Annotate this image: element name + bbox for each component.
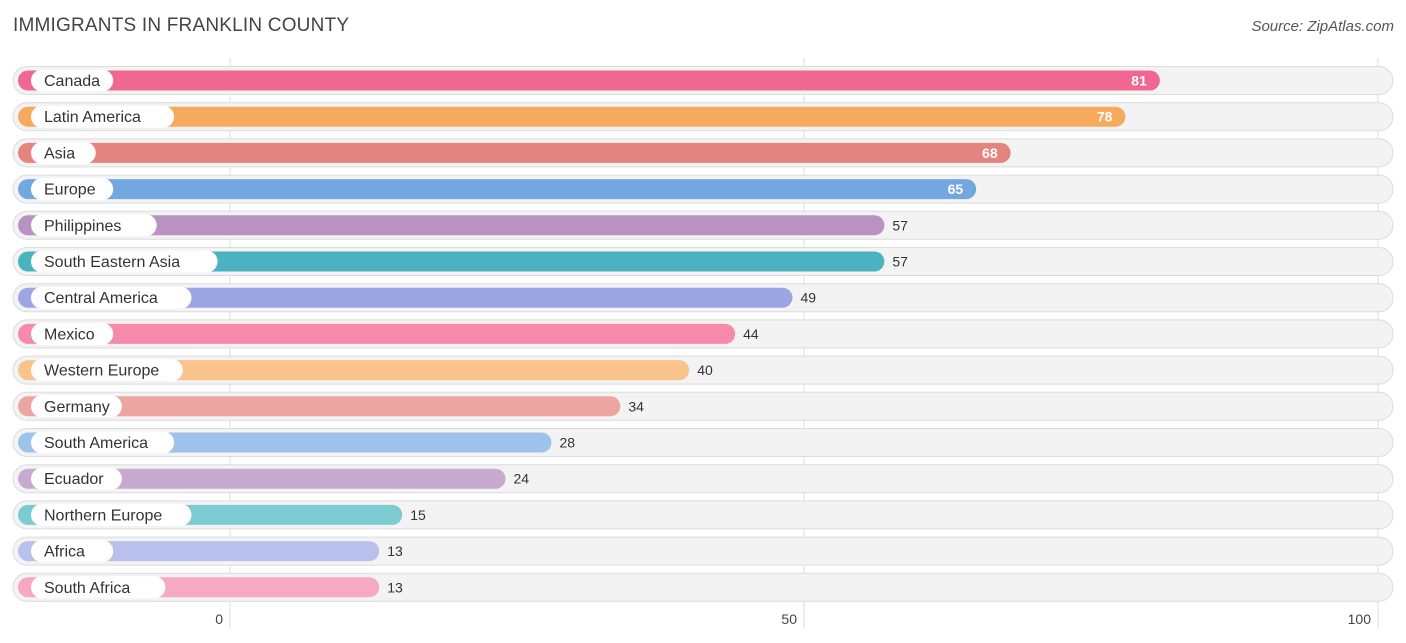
bar-asia <box>18 142 1011 163</box>
category-label: Northern Europe <box>44 507 162 524</box>
label-pill-south-america <box>31 431 175 454</box>
category-label: Germany <box>44 399 110 416</box>
chart-title: IMMIGRANTS IN FRANKLIN COUNTY <box>13 15 350 36</box>
value-label: 78 <box>1097 109 1113 125</box>
value-label: 49 <box>801 290 817 306</box>
label-pill-asia <box>31 141 96 164</box>
label-pill-philippines <box>31 214 157 237</box>
label-pill-south-africa <box>31 576 166 599</box>
label-pill-africa <box>31 540 114 563</box>
value-label: 34 <box>628 398 644 414</box>
bar-western-europe <box>18 360 690 381</box>
category-label: South Africa <box>44 580 130 597</box>
value-label: 24 <box>514 471 530 487</box>
label-pill-latin-america <box>31 105 175 128</box>
category-label: South Eastern Asia <box>44 254 180 271</box>
label-pill-germany <box>31 395 122 418</box>
bar-latin-america <box>18 106 1126 127</box>
category-label: Europe <box>44 182 96 199</box>
value-label: 81 <box>1131 73 1147 89</box>
category-label: Ecuador <box>44 471 104 488</box>
value-label: 57 <box>892 254 908 270</box>
bar-canada <box>18 70 1160 91</box>
bar-ecuador <box>18 468 506 489</box>
value-label: 44 <box>743 326 759 342</box>
category-label: Canada <box>44 73 100 90</box>
value-label: 65 <box>948 181 964 197</box>
label-pill-canada <box>31 69 114 92</box>
category-label: Asia <box>44 145 75 162</box>
label-pill-ecuador <box>31 467 122 490</box>
category-label: Africa <box>44 544 85 561</box>
x-tick-label: 50 <box>781 611 797 627</box>
bar-mexico <box>18 323 736 344</box>
label-pill-mexico <box>31 322 114 345</box>
category-label: South America <box>44 435 148 452</box>
bar-central-america <box>18 287 793 308</box>
value-label: 15 <box>410 507 426 523</box>
category-label: Central America <box>44 290 158 307</box>
bar-south-eastern-asia <box>18 251 885 272</box>
bar-europe <box>18 179 977 200</box>
value-label: 28 <box>559 435 575 451</box>
value-label: 57 <box>892 217 908 233</box>
value-label: 13 <box>387 543 403 559</box>
label-pill-south-eastern-asia <box>31 250 218 273</box>
category-label: Mexico <box>44 326 95 343</box>
label-pill-central-america <box>31 286 192 309</box>
bar-philippines <box>18 215 885 236</box>
category-label: Western Europe <box>44 363 159 380</box>
category-label: Latin America <box>44 109 141 126</box>
value-label: 13 <box>387 579 403 595</box>
value-label: 40 <box>697 362 713 378</box>
label-pill-northern-europe <box>31 503 192 526</box>
x-tick-label: 0 <box>215 611 223 627</box>
bar-germany <box>18 396 621 417</box>
source-label: Source: ZipAtlas.com <box>1251 18 1394 35</box>
label-pill-europe <box>31 178 114 201</box>
label-pill-western-europe <box>31 359 183 382</box>
category-label: Philippines <box>44 218 121 235</box>
x-tick-label: 100 <box>1348 611 1372 627</box>
value-label: 68 <box>982 145 998 161</box>
